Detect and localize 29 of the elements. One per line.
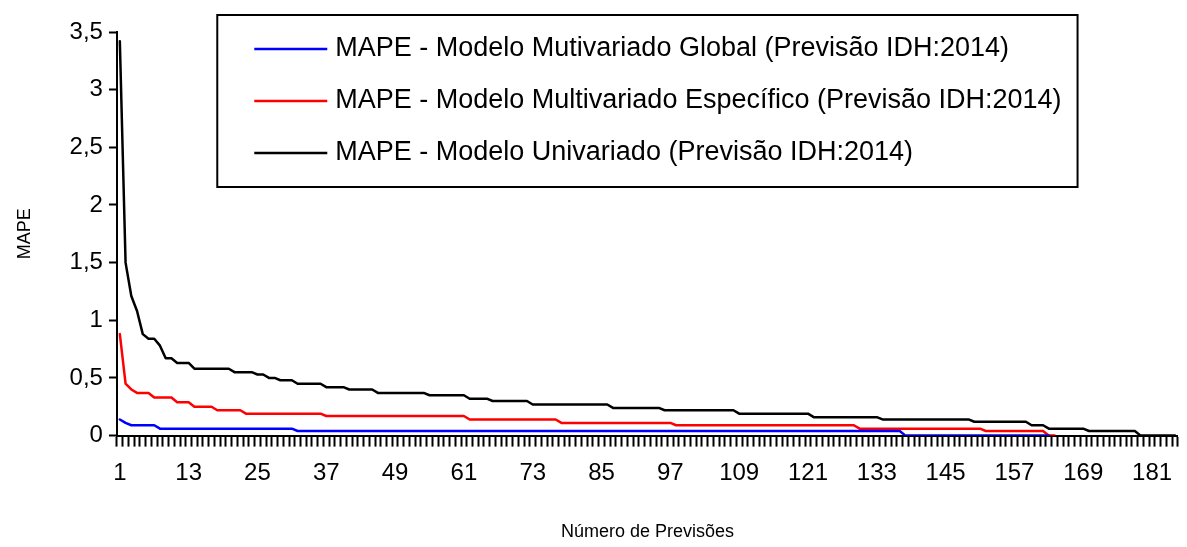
x-tick-label: 49 [381, 457, 409, 485]
y-tick-label: 2,5 [69, 131, 103, 159]
y-axis-title: MAPE [13, 208, 34, 260]
y-tick-label: 0 [89, 420, 103, 448]
x-tick-label: 145 [925, 457, 966, 485]
x-tick-label: 37 [312, 457, 340, 485]
x-tick-label: 25 [244, 457, 271, 485]
y-tick-label: 1,5 [69, 247, 103, 275]
x-tick-label: 169 [1063, 457, 1104, 485]
x-axis-title: Número de Previsões [560, 521, 734, 542]
x-tick-label: 109 [719, 457, 760, 485]
x-tick-label: 85 [588, 457, 615, 485]
y-tick-label: 2 [89, 189, 103, 217]
x-tick-label: 61 [450, 457, 478, 485]
legend-label: MAPE - Modelo Univariado (Previsão IDH:2014) [335, 136, 913, 167]
x-tick-label: 181 [1132, 457, 1173, 485]
x-tick-label: 13 [175, 457, 202, 485]
x-tick-label: 133 [856, 457, 897, 485]
legend-label: MAPE - Modelo Multivariado Específico (Previsão IDH:2014) [335, 84, 1062, 115]
x-tick-label: 1 [113, 457, 127, 485]
x-tick-label: 97 [657, 457, 684, 485]
y-tick-label: 1 [89, 304, 103, 332]
x-tick-label: 157 [994, 457, 1035, 485]
x-tick-label: 73 [519, 457, 547, 485]
legend-label: MAPE - Modelo Mutivariado Global (Previsão IDH:2014) [335, 32, 1010, 63]
y-tick-label: 3,5 [69, 16, 103, 44]
y-tick-label: 0,5 [69, 362, 103, 390]
y-tick-label: 3 [89, 74, 103, 102]
x-tick-label: 121 [787, 457, 828, 485]
